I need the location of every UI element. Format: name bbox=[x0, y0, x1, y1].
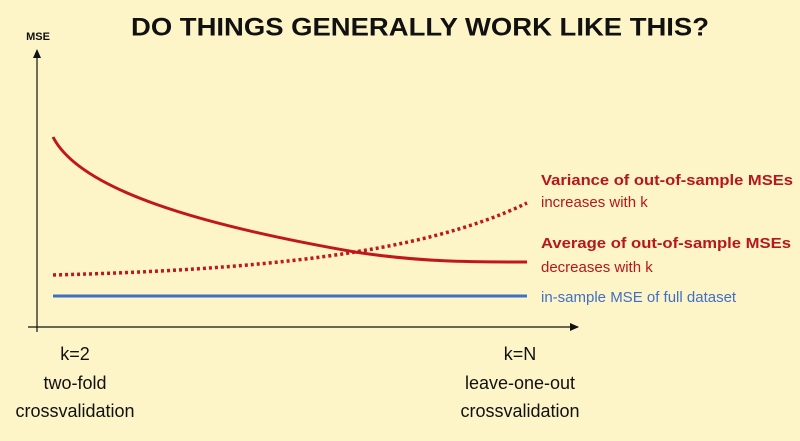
annotation-note: in-sample MSE of full dataset bbox=[541, 289, 737, 306]
annotation-note: increases with k bbox=[541, 194, 648, 211]
x-end-line: leave-one-out bbox=[465, 373, 575, 393]
annotation-note: decreases with k bbox=[541, 259, 653, 276]
x-end-line: crossvalidation bbox=[460, 401, 579, 421]
x-end-label: k=N bbox=[504, 344, 537, 364]
y-axis-label: MSE bbox=[26, 31, 50, 43]
annotation-heading: Average of out-of-sample MSEs bbox=[541, 235, 791, 252]
x-end-label: k=2 bbox=[60, 344, 90, 364]
x-end-line: two-fold bbox=[43, 373, 106, 393]
annotation-heading: Variance of out-of-sample MSEs bbox=[541, 172, 793, 189]
x-end-line: crossvalidation bbox=[15, 401, 134, 421]
variance-curve bbox=[52, 201, 528, 277]
average-curve bbox=[51, 136, 528, 264]
title: DO THINGS GENERALLY WORK LIKE THIS? bbox=[131, 14, 709, 42]
